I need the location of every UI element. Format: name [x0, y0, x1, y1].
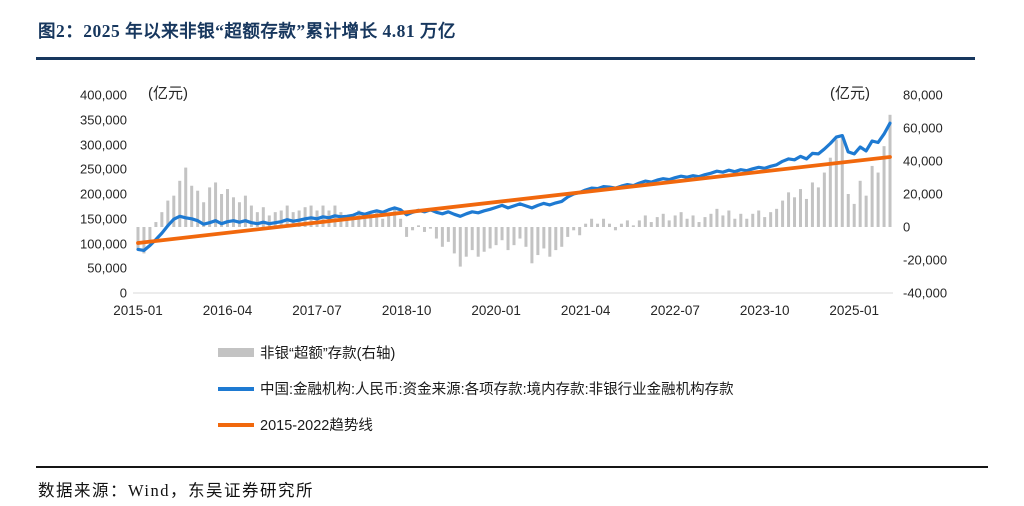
y-right-tick-label: -20,000: [903, 252, 948, 268]
chart-area: (亿元) (亿元) 400,000 350,000 300,000 250,000 20…: [0, 62, 1024, 462]
bar-swatch: [218, 348, 254, 357]
legend-item-blue-line: 中国:金融机构:人民币:资金来源:各项存款:境内存款:非银行业金融机构存款: [218, 381, 734, 398]
left-axis-unit-label: (亿元): [148, 85, 188, 102]
chart-plot: [133, 114, 893, 294]
x-tick-label: 2023-10: [739, 303, 790, 318]
y-right-tick-label: 60,000: [903, 120, 943, 136]
y-left-tick-label: 50,000: [87, 260, 127, 276]
y-right-tick-label: 80,000: [903, 87, 943, 103]
legend-item-bars: 非银“超额”存款(右轴): [218, 345, 734, 362]
x-tick-label: 2025-01: [829, 303, 879, 318]
legend: 非银“超额”存款(右轴) 中国:金融机构:人民币:资金来源:各项存款:境内存款:…: [218, 345, 734, 453]
legend-item-trendline: 2015-2022趋势线: [218, 417, 734, 434]
y-left-tick-label: 100,000: [80, 236, 127, 251]
title-divider: [36, 57, 975, 60]
y-right-tick-label: -40,000: [903, 285, 948, 301]
x-tick-label: 2020-01: [471, 303, 521, 318]
data-source: 数据来源：Wind，东吴证券研究所: [38, 481, 314, 500]
legend-label-blue-line: 中国:金融机构:人民币:资金来源:各项存款:境内存款:非银行业金融机构存款: [260, 382, 734, 398]
x-tick-label: 2022-07: [650, 303, 700, 318]
x-tick-label: 2016-04: [202, 303, 253, 318]
x-tick-label: 2018-10: [381, 303, 432, 318]
blue-line-swatch: [218, 386, 254, 391]
y-left-tick-label: 350,000: [80, 112, 127, 128]
y-left-tick-label: 300,000: [80, 137, 127, 152]
figure-title: 图2：2025 年以来非银“超额存款”累计增长 4.81 万亿: [38, 21, 456, 41]
y-left-tick-label: 250,000: [80, 161, 127, 177]
y-right-tick-label: 0: [903, 219, 911, 235]
x-tick-label: 2015-01: [113, 303, 163, 318]
y-right-tick-label: 40,000: [903, 153, 943, 169]
trendline-swatch: [218, 422, 254, 427]
y-left-tick-label: 150,000: [80, 211, 127, 227]
x-tick-label: 2017-07: [292, 303, 342, 318]
y-left-tick-label: 200,000: [80, 186, 127, 202]
y-left-tick-label: 0: [119, 285, 127, 301]
legend-label-bars: 非银“超额”存款(右轴): [260, 346, 396, 362]
footer-divider: [36, 466, 988, 468]
y-left-tick-label: 400,000: [80, 87, 127, 103]
right-axis-unit-label: (亿元): [830, 85, 870, 102]
legend-label-trendline: 2015-2022趋势线: [260, 418, 373, 434]
y-right-tick-label: 20,000: [903, 186, 943, 202]
x-tick-label: 2021-04: [560, 303, 611, 318]
